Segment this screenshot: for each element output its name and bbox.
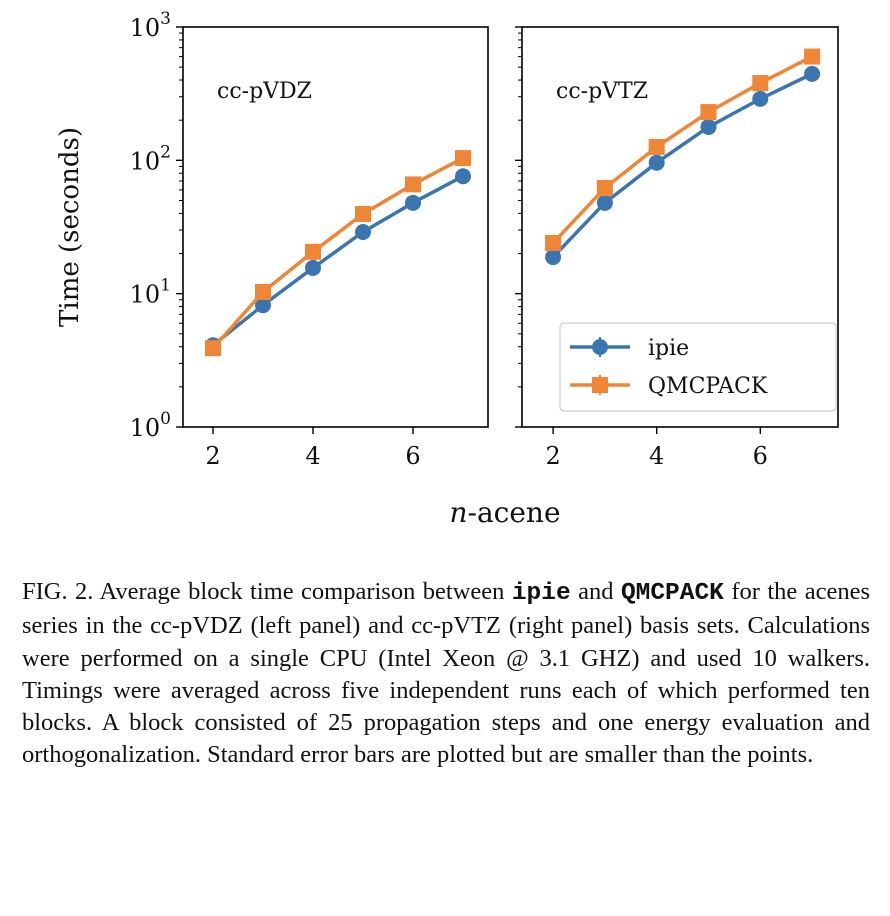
x-tick-label: 6 (405, 442, 420, 470)
point-ipie (596, 194, 613, 211)
point-QMCPACK (405, 176, 421, 193)
caption-code-ipie: ipie (511, 580, 571, 607)
panel-right: 2 4 6 cc-pVTZ ipie QMCPACK (515, 26, 839, 470)
point-ipie (545, 249, 562, 266)
series-line-ipie (551, 72, 813, 259)
point-QMCPACK (455, 150, 471, 167)
point-ipie (752, 90, 769, 107)
panel-annotation: cc-pVDZ (217, 79, 312, 104)
caption-code-qmcpack: QMCPACK (620, 580, 724, 607)
y-tick-exponent: 2 (160, 142, 171, 162)
x-tick-label: 6 (753, 442, 768, 470)
point-QMCPACK (205, 340, 221, 357)
point-ipie (305, 259, 321, 276)
y-tick-label: 100 (130, 409, 171, 442)
caption-text-2: and (570, 578, 621, 605)
point-ipie (804, 65, 821, 82)
axes-frame (182, 26, 489, 428)
figure-caption: FIG. 2. Average block time comparison be… (22, 576, 870, 772)
series-line-QMCPACK (211, 156, 464, 350)
point-QMCPACK (648, 138, 665, 155)
legend-label: QMCPACK (648, 374, 768, 399)
point-QMCPACK (752, 75, 769, 92)
x-axis-label: n-acene (449, 496, 560, 529)
x-tick-label: 2 (205, 442, 220, 470)
point-ipie (405, 194, 421, 211)
point-QMCPACK (804, 48, 821, 65)
point-QMCPACK (255, 283, 271, 300)
x-tick-label: 2 (545, 442, 560, 470)
point-QMCPACK (305, 243, 321, 260)
caption-text-3: for the acenes series in the cc-pVDZ (le… (22, 578, 871, 769)
legend: ipie QMCPACK (559, 322, 837, 412)
legend-marker (592, 377, 608, 393)
point-QMCPACK (355, 205, 371, 222)
point-QMCPACK (545, 234, 562, 251)
series-line-QMCPACK (551, 55, 813, 245)
y-tick-label: 103 (130, 9, 171, 42)
y-tick-label: 102 (130, 142, 171, 175)
series-line-ipie (211, 174, 464, 347)
point-ipie (355, 224, 371, 241)
x-tick-label: 4 (305, 442, 320, 470)
point-ipie (700, 118, 717, 135)
axes-frame (521, 26, 839, 428)
legend-marker (592, 339, 608, 355)
y-axis-label: Time (seconds) (55, 127, 85, 327)
x-axis-label-rest: -acene (468, 496, 561, 529)
y-tick-exponent: 0 (160, 409, 171, 429)
x-axis-label-italic: n (449, 496, 467, 529)
x-tick-label: 4 (649, 442, 664, 470)
y-tick-exponent: 3 (160, 9, 171, 29)
y-tick-label: 101 (130, 276, 171, 309)
point-QMCPACK (596, 180, 613, 197)
point-ipie (455, 168, 471, 185)
point-QMCPACK (700, 104, 717, 121)
legend-box (559, 322, 837, 412)
point-ipie (255, 297, 271, 314)
y-tick-exponent: 1 (160, 276, 171, 296)
point-ipie (648, 154, 665, 171)
panel-annotation: cc-pVTZ (556, 79, 648, 104)
caption-text-1: FIG. 2. Average block time comparison be… (22, 578, 512, 605)
legend-label: ipie (648, 336, 689, 361)
